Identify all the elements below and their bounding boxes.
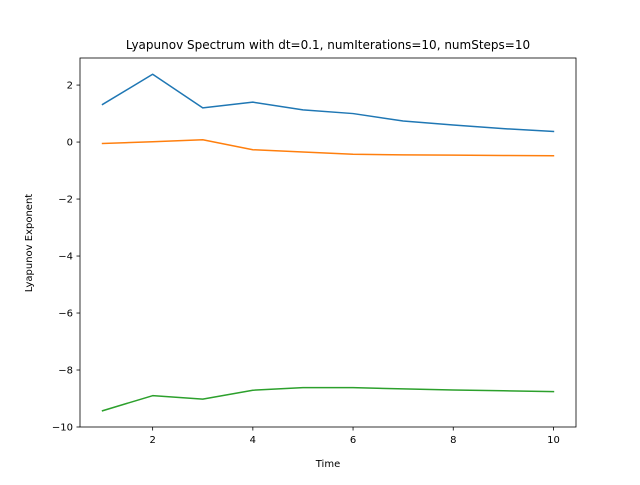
x-tick-label: 10 (547, 435, 560, 446)
x-tick-label: 2 (149, 435, 155, 446)
series-line-1 (101, 73, 555, 133)
axes-frame (79, 57, 577, 428)
y-tick-label: −4 (58, 252, 73, 263)
y-tick-label: −10 (52, 423, 73, 434)
y-tick-label: 2 (67, 81, 73, 92)
x-tick-label: 4 (250, 435, 256, 446)
series-layer (101, 73, 555, 412)
x-axis-label: Time (315, 459, 340, 470)
x-tick-label: 6 (350, 435, 356, 446)
y-axis: −10 −8 −6 −4 −2 0 2 (52, 81, 80, 434)
y-tick-label: −6 (58, 309, 73, 320)
chart-title: Lyapunov Spectrum with dt=0.1, numIterat… (126, 38, 530, 52)
x-tick-label: 8 (450, 435, 456, 446)
series-line-3 (101, 386, 555, 412)
y-tick-label: −2 (58, 195, 73, 206)
series-line-2 (101, 139, 555, 157)
y-tick-label: −8 (58, 366, 73, 377)
y-tick-label: 0 (67, 138, 73, 149)
y-axis-label: Lyapunov Exponent (24, 194, 35, 292)
x-axis: 2 4 6 8 10 (149, 427, 560, 446)
